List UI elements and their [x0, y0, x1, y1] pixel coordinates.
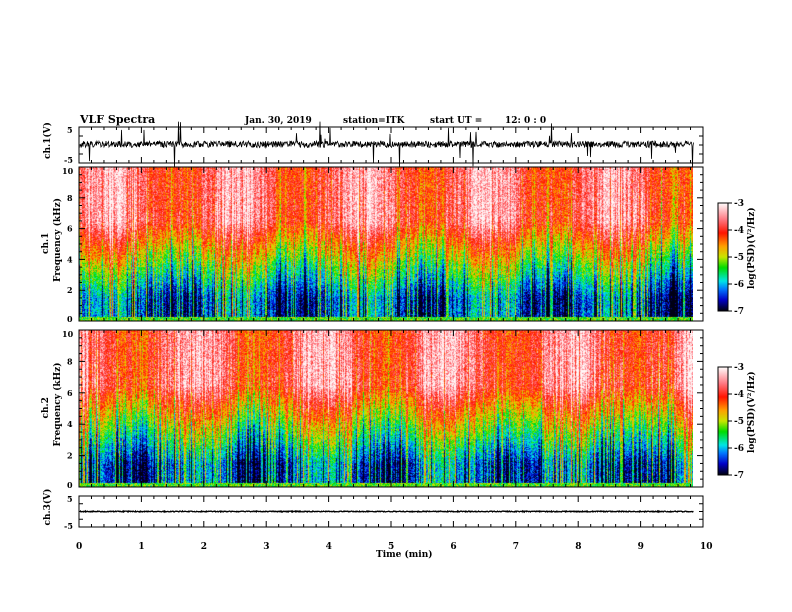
panel-frame-2 — [78, 329, 704, 488]
y-tick-label: 6 — [67, 224, 73, 234]
x-tick-label: 4 — [326, 542, 332, 552]
x-tick-label: 7 — [513, 542, 519, 552]
y-axis-label: Frequency (kHz) — [52, 362, 63, 446]
ch1-spectrogram-heatmap — [79, 167, 693, 321]
y-tick-label: 4 — [67, 419, 73, 429]
x-tick-label: 10 — [700, 542, 713, 552]
y-axis-label-channel: ch.2 — [41, 397, 51, 418]
y-tick-label: 5 — [67, 125, 73, 135]
y-axis-label: Frequency (kHz) — [52, 198, 63, 282]
x-tick-label: 9 — [638, 542, 644, 552]
y-tick-label: 10 — [62, 329, 74, 339]
y-tick-label: 2 — [67, 285, 73, 295]
colorbar-tick-label: -7 — [734, 471, 744, 481]
y-tick-label: -5 — [64, 521, 73, 531]
y-tick-label: 2 — [67, 451, 73, 461]
colorbar-frame — [717, 202, 729, 312]
ch3-waveform-trace — [79, 509, 694, 514]
ch2-spectrogram-heatmap — [79, 330, 693, 487]
y-tick-label: 8 — [67, 356, 73, 366]
colorbar-tick-label: -6 — [734, 444, 744, 454]
colorbar-label: log(PSD)(V²/Hz) — [746, 207, 757, 289]
x-tick-label: 3 — [263, 542, 269, 552]
colorbar-frame — [717, 366, 729, 476]
colorbar-label: log(PSD)(V²/Hz) — [746, 371, 757, 453]
colorbar-tick-label: -5 — [734, 253, 744, 263]
date-label: Jan. 30, 2019 — [244, 116, 312, 126]
panel-frame-1 — [78, 166, 704, 322]
colorbar-tick-label: -7 — [734, 307, 744, 317]
y-axis-label-channel: ch.1 — [41, 233, 51, 254]
x-tick-label: 1 — [138, 542, 144, 552]
ch1-colorbar — [718, 203, 728, 311]
colorbar-tick-label: -5 — [734, 417, 744, 427]
y-tick-label: 4 — [67, 254, 73, 264]
y-tick-label: 10 — [62, 166, 74, 176]
y-tick-label: 6 — [67, 388, 73, 398]
x-tick-label: 8 — [575, 542, 581, 552]
colorbar-tick-label: -4 — [734, 390, 744, 400]
y-tick-label: 5 — [67, 494, 73, 504]
x-axis-label: Time (min) — [376, 549, 433, 560]
colorbar-tick-label: -6 — [734, 280, 744, 290]
ch2-colorbar — [718, 367, 728, 475]
y-axis-label: ch.3(V) — [42, 489, 53, 526]
station-label: station=ITK — [343, 116, 406, 126]
x-tick-label: 6 — [450, 542, 456, 552]
colorbar-tick-label: -3 — [734, 199, 744, 209]
colorbar-tick-label: -3 — [734, 363, 744, 373]
x-tick-label: 2 — [201, 542, 207, 552]
y-axis-label: ch.1(V) — [42, 122, 53, 159]
chart-title: VLF Spectra — [79, 113, 155, 126]
ch1-waveform-trace — [79, 121, 694, 168]
start-ut-label: start UT = — [430, 116, 482, 126]
y-tick-label: 8 — [67, 193, 73, 203]
x-tick-label: 0 — [76, 542, 82, 552]
colorbar-tick-label: -4 — [734, 226, 744, 236]
x-tick-label: 5 — [388, 542, 394, 552]
y-tick-label: 0 — [67, 314, 73, 324]
y-tick-label: 0 — [67, 480, 73, 490]
y-tick-label: -5 — [64, 155, 73, 165]
start-time-label: 12: 0 : 0 — [505, 116, 546, 126]
